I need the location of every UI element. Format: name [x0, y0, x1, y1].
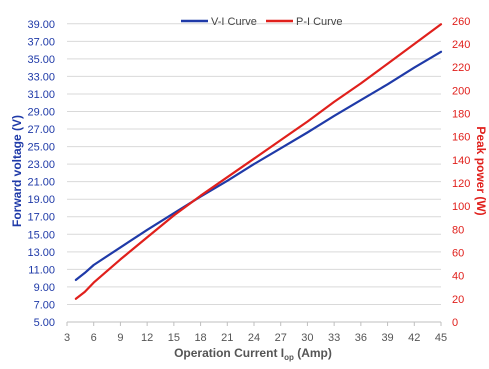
- x-tick-label: 36: [355, 332, 367, 344]
- y-right-tick-label: 0: [452, 317, 458, 329]
- y-left-axis-title: Forward voltage (V): [10, 115, 24, 227]
- y-right-tick-label: 60: [452, 247, 464, 259]
- y-right-tick-label: 180: [452, 108, 470, 120]
- grid-lines: [67, 23, 441, 323]
- x-tick-label: 30: [301, 332, 313, 344]
- series-layer: [74, 23, 443, 300]
- x-tick-label: 18: [194, 332, 206, 344]
- y-left-tick-label: 23.00: [27, 159, 55, 171]
- x-tick-label: 12: [141, 332, 153, 344]
- legend-label-pi: P-I Curve: [296, 16, 342, 28]
- y-right-tick-label: 260: [452, 16, 470, 28]
- x-axis-title-subscript: op: [284, 353, 294, 362]
- x-axis-title-tail: (Amp): [294, 346, 332, 360]
- x-tick-label: 21: [221, 332, 233, 344]
- x-tick-label: 45: [435, 332, 447, 344]
- y-right-tick-label: 100: [452, 201, 470, 213]
- y-left-tick-label: 35.00: [27, 54, 55, 66]
- right-axis-ticks: 0 20 40 60 80 100 120 140 160 180 200 220 240 260: [452, 16, 470, 329]
- y-left-tick-label: 9.00: [34, 282, 55, 294]
- y-left-tick-label: 11.00: [28, 264, 55, 276]
- y-right-tick-label: 140: [452, 155, 470, 167]
- y-right-tick-label: 200: [452, 85, 470, 97]
- x-tick-label: 27: [275, 332, 287, 344]
- series-line-vi: [74, 50, 443, 281]
- x-tick-label: 6: [91, 332, 97, 344]
- x-axis-title-main: Operation Current I: [174, 346, 284, 360]
- x-tick-label: 33: [328, 332, 340, 344]
- left-axis-ticks: 5.00 7.00 9.00 11.00 13.00 15.00 17.00 19.00 21.…: [27, 19, 55, 329]
- y-left-tick-label: 39.00: [27, 19, 55, 31]
- y-left-tick-label: 5.00: [34, 317, 55, 329]
- y-left-tick-label: 27.00: [27, 124, 55, 136]
- y-right-tick-label: 120: [452, 178, 470, 190]
- y-left-tick-label: 25.00: [27, 142, 55, 154]
- y-left-tick-label: 15.00: [27, 229, 55, 241]
- legend: V-I Curve P-I Curve: [181, 16, 342, 28]
- x-tick-label: 42: [408, 332, 420, 344]
- y-left-tick-label: 37.00: [27, 36, 55, 48]
- y-right-tick-label: 220: [452, 62, 470, 74]
- x-tick-label: 3: [64, 332, 70, 344]
- y-left-tick-label: 19.00: [27, 194, 55, 206]
- y-left-tick-label: 33.00: [27, 71, 55, 83]
- y-left-tick-label: 31.00: [27, 89, 55, 101]
- y-right-tick-label: 160: [452, 132, 470, 144]
- y-right-tick-label: 20: [452, 294, 464, 306]
- series-line-pi: [74, 23, 443, 300]
- x-axis-title: Operation Current Iop (Amp): [174, 346, 332, 362]
- y-right-tick-label: 40: [452, 271, 464, 283]
- x-tick-label: 24: [248, 332, 260, 344]
- y-right-tick-label: 240: [452, 39, 470, 51]
- x-tick-label: 39: [381, 332, 393, 344]
- y-left-tick-label: 17.00: [27, 212, 55, 224]
- x-axis-ticks: 3 6 9 12 15 18 21 24 27 30 33 36 39 42 45: [64, 322, 447, 344]
- x-tick-label: 15: [168, 332, 180, 344]
- y-left-tick-label: 7.00: [34, 299, 55, 311]
- y-left-tick-label: 13.00: [27, 247, 55, 259]
- y-left-tick-label: 29.00: [27, 106, 55, 118]
- legend-label-vi: V-I Curve: [211, 16, 257, 28]
- x-tick-label: 9: [117, 332, 123, 344]
- y-right-axis-title: Peak power (W): [474, 126, 488, 215]
- y-left-tick-label: 21.00: [27, 177, 55, 189]
- y-right-tick-label: 80: [452, 224, 464, 236]
